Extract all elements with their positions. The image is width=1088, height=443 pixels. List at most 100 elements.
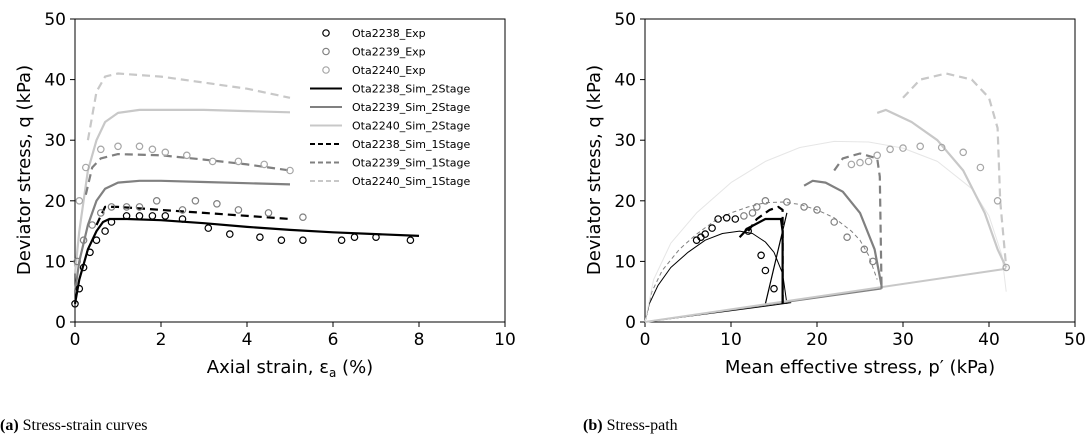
data-point bbox=[886, 145, 894, 154]
legend-entry: Ota2238_Exp bbox=[322, 27, 426, 40]
data-point bbox=[1002, 263, 1011, 272]
legend-label: Ota2238_Sim_1Stage bbox=[352, 138, 470, 151]
data-point bbox=[135, 203, 144, 211]
data-point bbox=[350, 233, 359, 242]
data-point bbox=[234, 206, 243, 214]
legend-entry: Ota2239_Sim_2Stage bbox=[310, 101, 470, 114]
data-point bbox=[761, 197, 770, 205]
data-point bbox=[286, 166, 294, 175]
data-point bbox=[82, 163, 90, 172]
series-line bbox=[833, 152, 883, 286]
legend-marker bbox=[322, 47, 330, 56]
panel-a-stress-strain: 0 2 4 6 8 10 0 10 20 30 40 50 Ota2238_Exp Ota2239_Ex… bbox=[14, 10, 516, 380]
data-point bbox=[191, 197, 200, 205]
data-point bbox=[73, 257, 82, 266]
data-point bbox=[752, 203, 761, 211]
legend-entry: Ota2240_Sim_1Stage bbox=[310, 175, 470, 188]
data-point bbox=[976, 163, 985, 172]
data-point bbox=[107, 203, 116, 211]
x-tick-label: 10 bbox=[720, 330, 742, 350]
legend-marker bbox=[322, 66, 330, 74]
data-point bbox=[204, 224, 213, 232]
data-point bbox=[86, 248, 94, 257]
data-point bbox=[372, 233, 380, 242]
y-tick-label: 30 bbox=[44, 131, 66, 151]
legend-entry: Ota2239_Exp bbox=[322, 46, 426, 59]
y-tick-label: 40 bbox=[44, 71, 66, 91]
data-point bbox=[135, 212, 144, 220]
x-tick-label: 40 bbox=[978, 330, 1000, 350]
data-point bbox=[122, 212, 131, 220]
data-point bbox=[101, 227, 109, 235]
legend-label: Ota2238_Exp bbox=[352, 27, 426, 40]
legend-a: Ota2238_Exp Ota2239_Exp Ota2240_Exp Ota2238… bbox=[310, 27, 470, 188]
data-point bbox=[88, 221, 97, 229]
y-tick-label: 40 bbox=[614, 71, 636, 91]
data-point bbox=[213, 200, 221, 208]
data-point bbox=[299, 236, 307, 245]
data-point bbox=[860, 245, 869, 254]
data-point bbox=[260, 160, 269, 169]
data-point bbox=[873, 151, 882, 160]
data-point bbox=[92, 236, 101, 245]
data-point bbox=[75, 284, 84, 293]
axis-ticks-b: 0 10 20 30 40 50 0 10 20 30 40 50 bbox=[614, 10, 1085, 350]
data-point bbox=[226, 230, 234, 238]
series-line bbox=[73, 217, 420, 304]
data-point bbox=[761, 266, 770, 275]
series-group-a bbox=[71, 72, 420, 308]
data-point bbox=[993, 197, 1002, 205]
legend-entry: Ota2240_Exp bbox=[322, 64, 426, 77]
data-point bbox=[813, 206, 821, 214]
x-tick-label: 50 bbox=[1064, 330, 1086, 350]
series-line bbox=[73, 108, 291, 274]
x-tick-label: 6 bbox=[328, 330, 339, 350]
legend-label: Ota2239_Sim_1Stage bbox=[352, 157, 470, 170]
data-point bbox=[899, 144, 907, 152]
x-tick-label: 10 bbox=[494, 330, 516, 350]
data-point bbox=[178, 206, 187, 214]
data-point bbox=[122, 203, 131, 211]
series-line bbox=[86, 72, 291, 141]
x-axis-label-a: Axial strain, εa (%) bbox=[207, 357, 373, 380]
data-point bbox=[937, 143, 946, 152]
caption-a: (a) Stress-strain curves bbox=[0, 417, 148, 434]
data-point bbox=[783, 198, 791, 206]
data-point bbox=[869, 257, 877, 266]
series-line bbox=[644, 230, 788, 323]
series-line bbox=[73, 179, 291, 292]
x-tick-label: 0 bbox=[70, 330, 81, 350]
legend-entry: Ota2239_Sim_1Stage bbox=[310, 157, 470, 170]
data-point bbox=[208, 157, 217, 166]
legend-label: Ota2238_Sim_2Stage bbox=[352, 83, 470, 96]
y-tick-label: 50 bbox=[614, 10, 636, 30]
data-point bbox=[748, 209, 757, 217]
x-tick-label: 20 bbox=[806, 330, 828, 350]
data-point bbox=[256, 233, 264, 242]
series-line bbox=[95, 205, 291, 226]
data-point bbox=[97, 145, 105, 154]
caption-b: (b) Stress-path bbox=[583, 417, 678, 434]
data-point bbox=[79, 263, 88, 272]
panel-b-stress-path: 0 10 20 30 40 50 0 10 20 30 40 50 Deviator stress, … bbox=[584, 10, 1086, 378]
data-point bbox=[740, 212, 748, 220]
y-axis-label-b: Deviator stress, q (kPa) bbox=[584, 65, 605, 275]
legend-marker bbox=[322, 29, 330, 37]
data-point bbox=[148, 212, 157, 220]
x-tick-label: 8 bbox=[414, 330, 425, 350]
y-tick-label: 20 bbox=[614, 192, 636, 212]
series-line bbox=[764, 212, 788, 304]
data-point bbox=[708, 224, 716, 232]
x-tick-label: 0 bbox=[640, 330, 651, 350]
legend-label: Ota2239_Exp bbox=[352, 46, 426, 59]
data-point bbox=[770, 284, 778, 293]
series-group-b bbox=[644, 72, 1011, 323]
data-point bbox=[916, 142, 925, 151]
series-line bbox=[876, 108, 1008, 268]
legend-label: Ota2239_Sim_2Stage bbox=[352, 101, 470, 114]
y-tick-label: 10 bbox=[44, 252, 66, 272]
series-line bbox=[644, 140, 1007, 323]
plot-area-a bbox=[74, 18, 506, 323]
data-point bbox=[178, 215, 187, 223]
